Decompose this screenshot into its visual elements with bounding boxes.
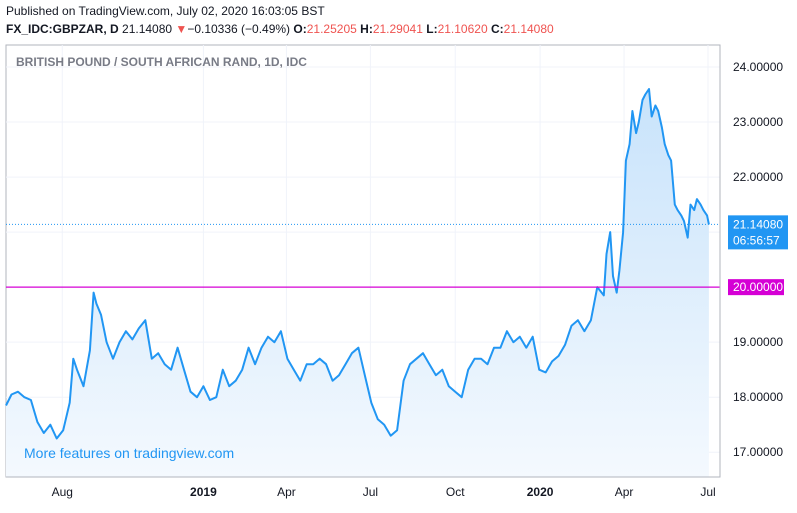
- last-price-tag: [728, 215, 788, 250]
- open-label: O:: [293, 22, 307, 36]
- countdown-label: 06:56:57: [733, 233, 780, 247]
- high-value: 21.29041: [372, 22, 423, 36]
- ohlc-legend: FX_IDC:GBPZAR, D 21.14080 ▼−0.10336 (−0.…: [6, 22, 554, 36]
- x-tick-label: Apr: [615, 485, 634, 499]
- watermark[interactable]: More features on tradingview.com: [24, 445, 234, 461]
- change-value: −0.10336 (−0.49%): [187, 22, 291, 36]
- symbol-label: FX_IDC:GBPZAR, D: [6, 22, 119, 36]
- low-value: 21.10620: [437, 22, 488, 36]
- price-axis[interactable]: 17.00000 18.00000 19.00000 22.00000 23.00000…: [733, 60, 783, 459]
- y-tick-label: 24.00000: [733, 60, 783, 74]
- x-tick-label: Jul: [700, 485, 715, 499]
- series-line[interactable]: [5, 88, 710, 440]
- published-note: Published on TradingView.com, July 02, 2…: [6, 4, 325, 18]
- y-tick-label: 17.00000: [733, 445, 783, 459]
- x-tick-label: 2020: [527, 485, 554, 499]
- last-price-label: 21.14080: [733, 217, 783, 231]
- time-axis[interactable]: Aug 2019 Apr Jul Oct 2020 Apr Jul: [52, 485, 716, 499]
- series-area-fill: [6, 89, 709, 477]
- y-tick-label: 23.00000: [733, 115, 783, 129]
- x-tick-label: Jul: [363, 485, 378, 499]
- change-arrow-icon: ▼: [175, 22, 188, 36]
- x-tick-label: 2019: [190, 485, 217, 499]
- y-tick-label: 19.00000: [733, 335, 783, 349]
- close-value: 21.14080: [503, 22, 554, 36]
- x-tick-label: Apr: [277, 485, 296, 499]
- y-tick-label: 18.00000: [733, 390, 783, 404]
- last-value: 21.14080: [122, 22, 173, 36]
- close-label: C:: [490, 22, 504, 36]
- x-tick-label: Oct: [446, 485, 465, 499]
- open-value: 21.25205: [306, 22, 357, 36]
- x-tick-label: Aug: [52, 485, 73, 499]
- low-label: L:: [426, 22, 438, 36]
- y-tick-label: 22.00000: [733, 170, 783, 184]
- chart-title: BRITISH POUND / SOUTH AFRICAN RAND, 1D, …: [16, 55, 307, 69]
- high-label: H:: [360, 22, 373, 36]
- level-price-label: 20.00000: [733, 280, 783, 294]
- level-price-tag: [728, 279, 784, 296]
